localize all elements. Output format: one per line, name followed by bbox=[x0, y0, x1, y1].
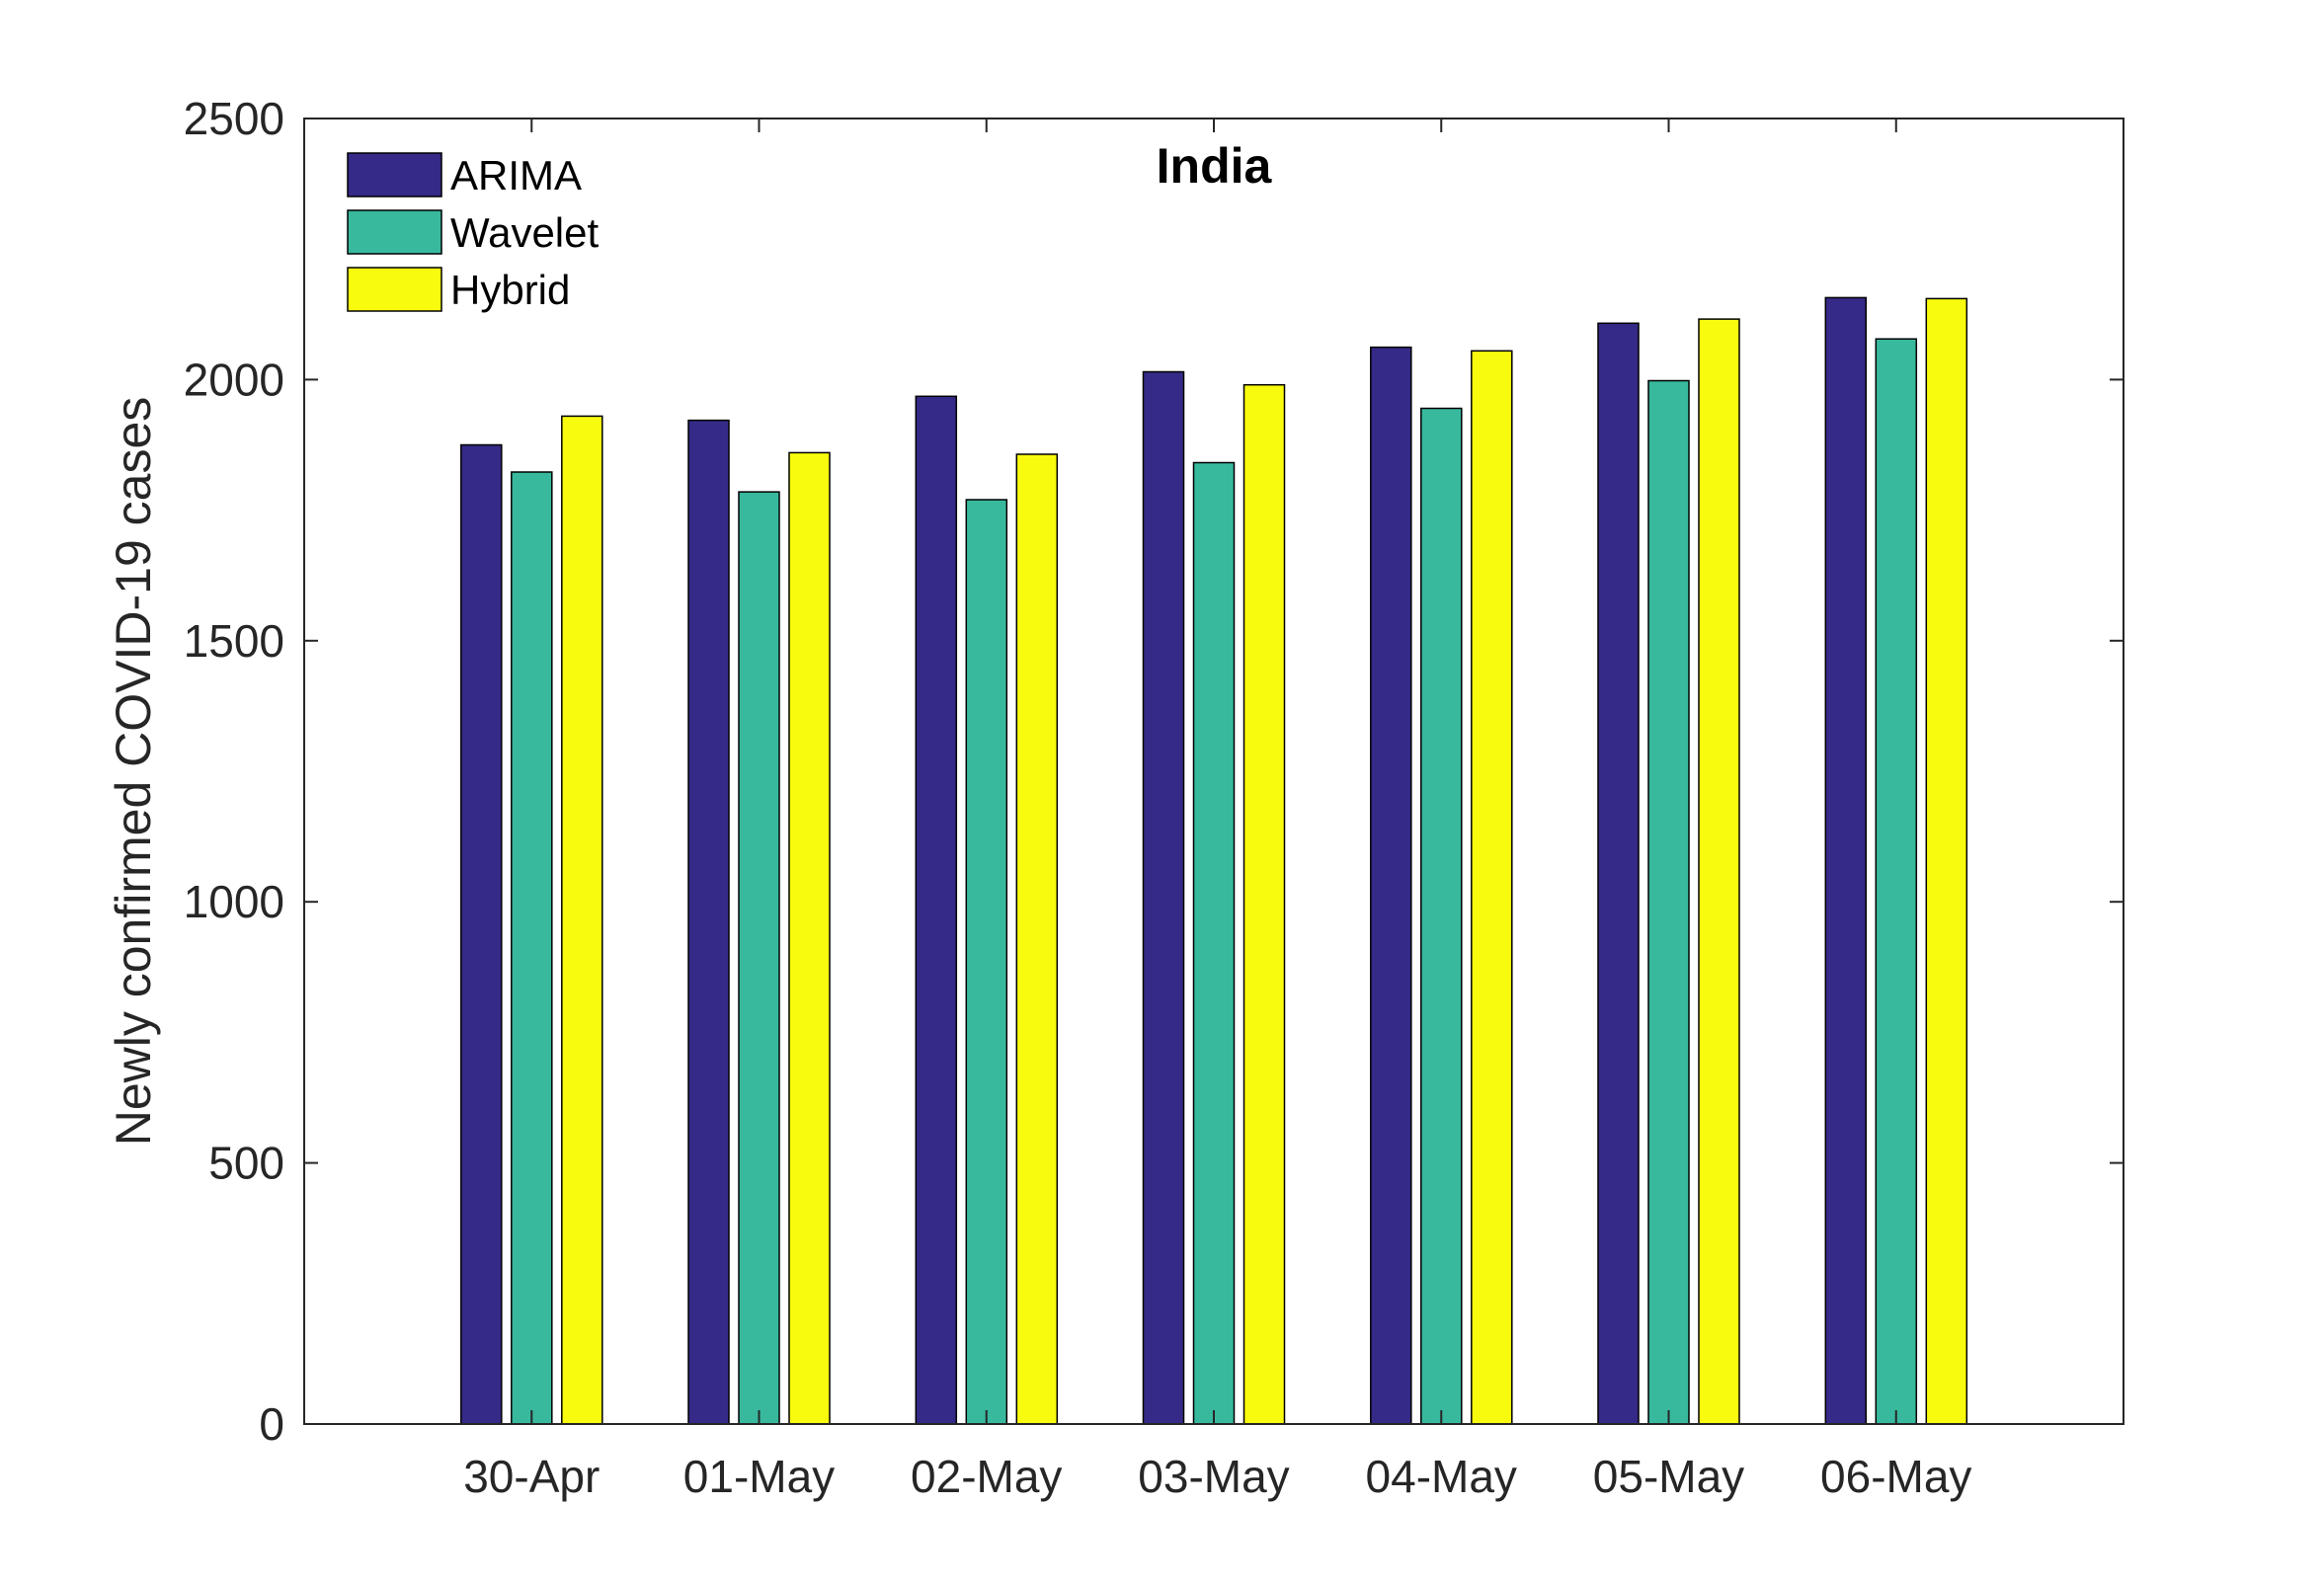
bar-wavelet-03-may bbox=[1192, 461, 1236, 1425]
bar-wavelet-02-may bbox=[965, 499, 1008, 1425]
x-tick-label-04-may: 04-May bbox=[1366, 1451, 1517, 1502]
bar-hybrid-02-may bbox=[1015, 453, 1059, 1425]
x-tick-label-02-may: 02-May bbox=[911, 1451, 1062, 1502]
y-tick-label-1500: 1500 bbox=[184, 615, 284, 667]
axes-box bbox=[303, 118, 2124, 1425]
chart-title: India bbox=[1157, 138, 1273, 194]
y-tick-label-0: 0 bbox=[259, 1398, 284, 1450]
bar-hybrid-01-may bbox=[788, 451, 831, 1425]
bar-arima-01-may bbox=[687, 419, 730, 1425]
x-tick-label-03-may: 03-May bbox=[1138, 1451, 1289, 1502]
bar-wavelet-30-apr bbox=[511, 471, 553, 1425]
x-tick-label-01-may: 01-May bbox=[683, 1451, 835, 1502]
x-tick-label-30-apr: 30-Apr bbox=[463, 1451, 600, 1502]
bar-arima-03-may bbox=[1142, 370, 1185, 1425]
bar-wavelet-04-may bbox=[1420, 407, 1463, 1425]
bar-hybrid-30-apr bbox=[561, 415, 603, 1425]
bar-arima-06-may bbox=[1824, 296, 1868, 1425]
bar-hybrid-06-may bbox=[1925, 297, 1968, 1425]
y-axis-label: Newly confirmed COVID-19 cases bbox=[106, 397, 161, 1147]
legend-label-wavelet: Wavelet bbox=[450, 209, 599, 256]
bar-hybrid-05-may bbox=[1698, 318, 1740, 1425]
legend-label-hybrid: Hybrid bbox=[450, 267, 570, 313]
legend-label-arima: ARIMA bbox=[450, 152, 582, 198]
bar-hybrid-03-may bbox=[1242, 383, 1286, 1425]
legend-swatch-arima bbox=[347, 152, 442, 198]
bar-arima-30-apr bbox=[460, 443, 503, 1425]
bar-arima-04-may bbox=[1370, 346, 1412, 1425]
legend-swatch-hybrid bbox=[347, 267, 442, 312]
bars-layer bbox=[460, 296, 1968, 1425]
legend: ARIMA Wavelet Hybrid bbox=[347, 152, 599, 313]
ticks-layer: 0 500 1000 1500 2000 2500 30-Apr 01-May 02-May 03… bbox=[184, 93, 2124, 1502]
y-tick-label-2000: 2000 bbox=[184, 354, 284, 405]
x-tick-label-05-may: 05-May bbox=[1593, 1451, 1744, 1502]
y-tick-label-1000: 1000 bbox=[184, 876, 284, 927]
legend-swatch-wavelet bbox=[347, 209, 442, 255]
bar-wavelet-05-may bbox=[1647, 379, 1690, 1425]
bar-wavelet-06-may bbox=[1875, 338, 1918, 1425]
bar-arima-05-may bbox=[1597, 322, 1640, 1425]
bar-arima-02-may bbox=[915, 395, 958, 1425]
x-tick-label-06-may: 06-May bbox=[1820, 1451, 1971, 1502]
y-tick-label-500: 500 bbox=[208, 1138, 284, 1189]
bar-wavelet-01-may bbox=[738, 491, 780, 1425]
y-tick-label-2500: 2500 bbox=[184, 93, 284, 144]
bar-hybrid-04-may bbox=[1471, 350, 1513, 1425]
